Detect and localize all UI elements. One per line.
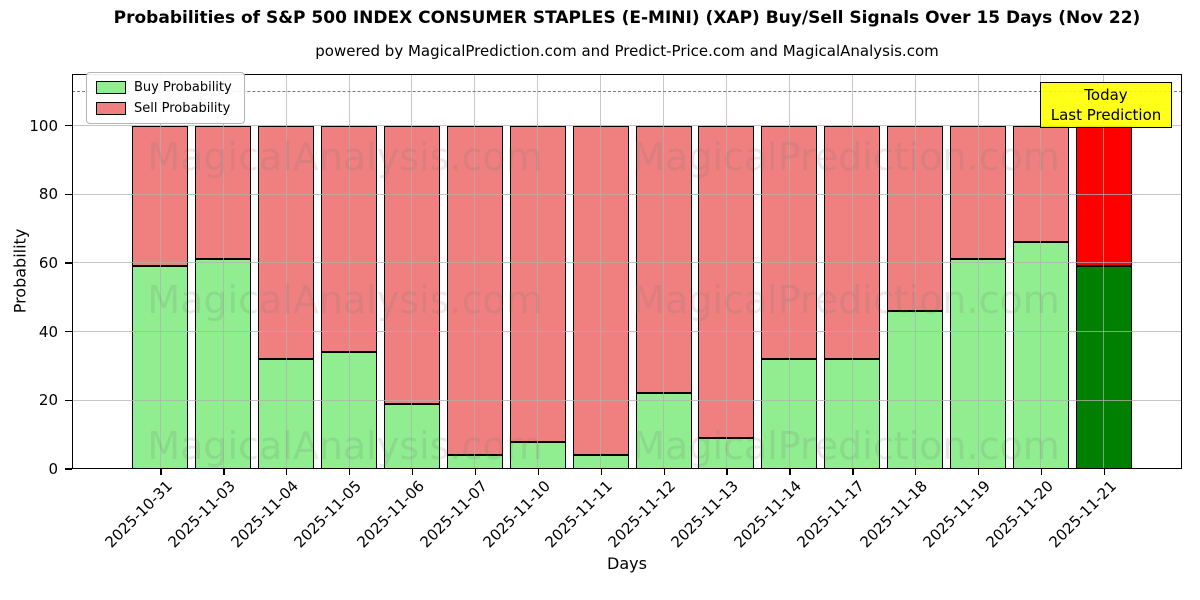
x-tick-label: 2025-11-19 (919, 477, 994, 552)
x-tick-mark (1103, 469, 1106, 475)
x-tick-mark (349, 469, 351, 475)
x-tick-mark (663, 469, 665, 475)
vertical-gridline (285, 74, 287, 469)
vertical-gridline (725, 74, 727, 469)
watermark-text: MagicalAnalysis.com (147, 278, 543, 322)
y-tick-mark (65, 330, 72, 333)
x-tick-mark (1040, 469, 1043, 475)
x-axis-label: Days (607, 554, 647, 573)
y-tick-label: 60 (38, 253, 58, 272)
horizontal-gridline (72, 193, 1182, 195)
y-tick-label: 80 (38, 185, 58, 204)
x-tick-mark (852, 469, 854, 475)
x-tick-mark (286, 469, 288, 475)
x-tick-mark (978, 469, 980, 475)
horizontal-gridline (72, 262, 1182, 264)
watermark-text: MagicalAnalysis.com (147, 424, 543, 468)
vertical-gridline (474, 74, 476, 469)
x-tick-label: 2025-11-17 (793, 477, 868, 552)
x-tick-label: 2025-11-13 (667, 477, 743, 552)
vertical-gridline (914, 74, 916, 469)
x-tick-label: 2025-11-14 (730, 477, 806, 552)
vertical-gridline (663, 74, 664, 469)
x-tick-mark (474, 469, 477, 475)
legend-item-buy: Buy Probability (96, 80, 232, 95)
y-tick-label: 20 (38, 391, 58, 410)
vertical-gridline (348, 74, 350, 469)
x-tick-label: 2025-11-18 (856, 477, 931, 552)
watermark-text: MagicalPrediction.com (632, 424, 1060, 468)
horizontal-gridline (72, 399, 1182, 401)
x-tick-mark (537, 469, 540, 475)
x-tick-label: 2025-11-05 (290, 477, 365, 552)
x-tick-label: 2025-10-31 (101, 477, 177, 552)
x-tick-mark (789, 469, 791, 475)
chart-subtitle: powered by MagicalPrediction.com and Pre… (315, 42, 939, 60)
x-tick-mark (726, 469, 728, 475)
y-tick-label: 100 (29, 116, 58, 135)
watermark-text: MagicalPrediction.com (632, 135, 1060, 179)
y-tick-label: 0 (48, 460, 58, 478)
x-tick-mark (411, 469, 414, 475)
horizontal-gridline (72, 331, 1182, 333)
today-last-prediction-annotation: Today Last Prediction (1040, 82, 1172, 128)
y-tick-mark (65, 468, 72, 470)
x-tick-label: 2025-11-06 (353, 477, 428, 552)
x-tick-mark (223, 469, 225, 475)
legend-label-buy: Buy Probability (134, 80, 232, 95)
vertical-gridline (851, 74, 853, 469)
y-tick-mark (65, 399, 72, 401)
x-tick-mark (600, 469, 602, 475)
dashed-reference-line (72, 91, 1182, 93)
y-tick-mark (65, 124, 72, 127)
x-tick-label: 2025-11-04 (227, 477, 302, 552)
buy-swatch-icon (96, 81, 126, 94)
legend-item-sell: Sell Probability (96, 101, 232, 116)
watermark-text: MagicalAnalysis.com (147, 135, 543, 179)
legend-label-sell: Sell Probability (134, 101, 231, 116)
annotation-line1: Today (1084, 86, 1128, 104)
vertical-gridline (977, 74, 979, 469)
chart-title: Probabilities of S&P 500 INDEX CONSUMER … (113, 8, 1141, 28)
plot-area (72, 74, 1182, 469)
vertical-gridline (159, 74, 161, 469)
x-tick-label: 2025-11-20 (982, 477, 1057, 552)
y-tick-mark (65, 193, 72, 195)
sell-swatch-icon (96, 102, 126, 115)
y-tick-label: 40 (38, 322, 58, 341)
y-tick-mark (65, 262, 72, 264)
vertical-gridline (600, 74, 602, 469)
x-tick-label: 2025-11-12 (604, 477, 680, 552)
legend: Buy Probability Sell Probability (86, 72, 245, 124)
vertical-gridline (222, 74, 224, 469)
x-tick-mark (160, 469, 162, 475)
vertical-gridline (411, 74, 413, 469)
vertical-gridline (537, 74, 539, 469)
vertical-gridline (788, 74, 790, 469)
watermark-text: MagicalPrediction.com (632, 278, 1060, 322)
x-tick-label: 2025-11-03 (164, 477, 239, 552)
horizontal-gridline (72, 125, 1182, 127)
x-tick-mark (915, 469, 917, 475)
vertical-gridline (1103, 74, 1105, 469)
vertical-gridline (1040, 74, 1042, 469)
annotation-line2: Last Prediction (1050, 106, 1162, 124)
